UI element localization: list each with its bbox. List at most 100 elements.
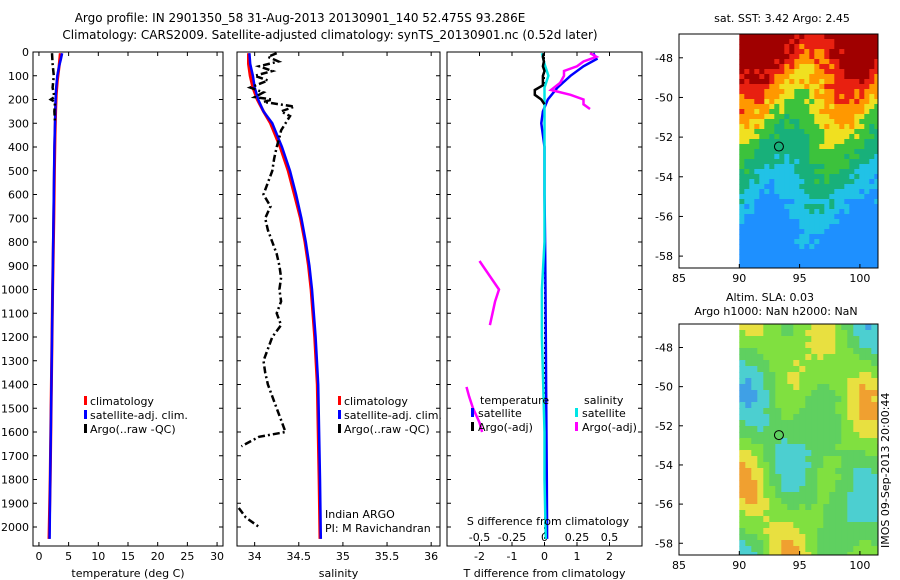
map-cell: [824, 164, 830, 170]
map-cell: [745, 516, 752, 523]
map-cell: [859, 444, 866, 451]
map-cell: [759, 244, 765, 250]
map-cell: [793, 372, 800, 379]
map-cell: [794, 109, 800, 115]
map-cell: [847, 342, 854, 349]
map-cell: [749, 174, 755, 180]
x-tick-label: -1: [507, 550, 518, 563]
map-cell: [824, 79, 830, 85]
map-cell: [841, 324, 848, 331]
map-cell: [871, 444, 878, 451]
map-cell: [794, 134, 800, 140]
map-cell: [739, 402, 746, 409]
map-cell: [804, 149, 810, 155]
map-cell: [784, 164, 790, 170]
map-cell: [751, 372, 758, 379]
map-cell: [849, 244, 855, 250]
map-cell: [847, 450, 854, 457]
map-cell: [817, 354, 824, 361]
map-cell: [804, 214, 810, 220]
map-cell: [809, 174, 815, 180]
map-x-tick-label: 100: [849, 559, 870, 572]
map-cell: [749, 239, 755, 245]
map-cell: [764, 214, 770, 220]
map-cell: [769, 468, 776, 475]
map-cell: [869, 119, 875, 125]
y-tick-label: 1200: [1, 331, 29, 344]
map-cell: [779, 149, 785, 155]
map-cell: [779, 104, 785, 110]
map-cell: [775, 540, 782, 547]
map-cell: [871, 450, 878, 457]
map-cell: [805, 504, 812, 511]
map-cell: [865, 516, 872, 523]
map-cell: [789, 239, 795, 245]
map-cell: [754, 264, 760, 269]
map-cell: [829, 244, 835, 250]
map-cell: [823, 450, 830, 457]
map-cell: [819, 159, 825, 165]
map-cell: [759, 179, 765, 185]
map-cell: [811, 348, 818, 355]
map-cell: [854, 139, 860, 145]
map-cell: [869, 114, 875, 120]
map-cell: [799, 94, 805, 100]
map-cell: [763, 366, 770, 373]
map-cell: [739, 79, 745, 85]
map-cell: [819, 89, 825, 95]
map-cell: [829, 402, 836, 409]
map-cell: [811, 414, 818, 421]
map-cell: [834, 124, 840, 130]
y-tick-label: 100: [8, 70, 29, 83]
map-cell: [817, 450, 824, 457]
map-cell: [853, 522, 860, 529]
map-cell: [811, 378, 818, 385]
map-cell: [789, 249, 795, 255]
map-cell: [854, 44, 860, 50]
map-cell: [799, 259, 805, 265]
map-cell: [871, 336, 878, 343]
map-cell: [874, 124, 879, 130]
map-cell: [829, 34, 835, 40]
map-cell: [835, 492, 842, 499]
map-cell: [809, 59, 815, 65]
map-cell: [859, 516, 866, 523]
map-cell: [864, 204, 870, 210]
map-cell: [814, 59, 820, 65]
map-cell: [847, 426, 854, 433]
map-cell: [805, 408, 812, 415]
map-cell: [829, 498, 836, 505]
map-cell: [849, 144, 855, 150]
map-cell: [829, 104, 835, 110]
map-cell: [804, 219, 810, 225]
map-cell: [805, 474, 812, 481]
map-cell: [763, 378, 770, 385]
map-cell: [854, 234, 860, 240]
map-cell: [853, 342, 860, 349]
map-cell: [744, 134, 750, 140]
map-cell: [814, 254, 820, 260]
map-cell: [793, 414, 800, 421]
map-cell: [854, 254, 860, 260]
map-cell: [757, 402, 764, 409]
map-cell: [804, 84, 810, 90]
map-cell: [844, 159, 850, 165]
map-cell: [811, 474, 818, 481]
map-cell: [859, 259, 865, 265]
map-cell: [841, 414, 848, 421]
map-cell: [841, 372, 848, 379]
map-cell: [784, 149, 790, 155]
map-cell: [751, 414, 758, 421]
map-cell: [805, 528, 812, 535]
map-cell: [814, 164, 820, 170]
map-cell: [839, 84, 845, 90]
map-cell: [859, 39, 865, 45]
map-cell: [869, 144, 875, 150]
map-cell: [864, 84, 870, 90]
map-cell: [749, 144, 755, 150]
map-cell: [874, 189, 879, 195]
map-cell: [817, 510, 824, 517]
map-cell: [829, 378, 836, 385]
map-cell: [859, 164, 865, 170]
map-cell: [764, 39, 770, 45]
